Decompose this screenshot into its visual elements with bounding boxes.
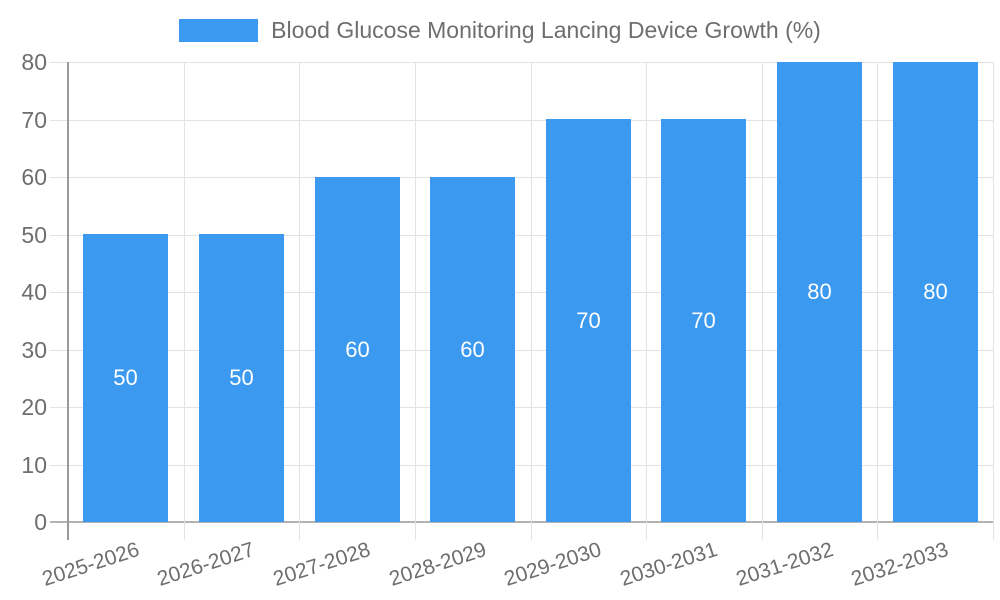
bar-value-label: 80 [923, 279, 948, 304]
chart-legend[interactable]: Blood Glucose Monitoring Lancing Device … [0, 17, 1000, 44]
y-axis-tick-label: 20 [21, 394, 47, 420]
h-gridline [50, 177, 993, 178]
h-gridline [50, 62, 993, 63]
bar-value-label: 70 [691, 308, 716, 333]
v-gridline [184, 62, 185, 540]
y-axis-tick-label: 0 [34, 509, 47, 535]
x-axis-baseline [50, 521, 993, 523]
h-gridline [50, 407, 993, 408]
h-gridline [50, 292, 993, 293]
v-gridline [993, 62, 994, 540]
h-gridline [50, 465, 993, 466]
h-gridline [50, 235, 993, 236]
bar-value-label: 80 [807, 279, 832, 304]
bar[interactable]: 50 [199, 234, 284, 522]
bar[interactable]: 80 [777, 62, 862, 522]
bar[interactable]: 80 [893, 62, 978, 522]
y-axis-tick-label: 40 [21, 279, 47, 305]
v-gridline [299, 62, 300, 540]
legend-label[interactable]: Blood Glucose Monitoring Lancing Device … [271, 17, 821, 43]
v-gridline [646, 62, 647, 540]
bar-value-label: 60 [345, 337, 370, 362]
bar[interactable]: 60 [315, 177, 400, 522]
v-gridline [531, 62, 532, 540]
bar[interactable]: 70 [661, 119, 746, 522]
y-axis-tick-label: 50 [21, 222, 47, 248]
y-axis-tick-label: 80 [21, 49, 47, 75]
v-gridline [415, 62, 416, 540]
bar[interactable]: 60 [430, 177, 515, 522]
y-axis-tick-label: 70 [21, 107, 47, 133]
bar-value-label: 50 [229, 365, 254, 390]
h-gridline [50, 120, 993, 121]
bar-value-label: 70 [576, 308, 601, 333]
h-gridline [50, 350, 993, 351]
y-axis-line [67, 62, 69, 540]
bar[interactable]: 70 [546, 119, 631, 522]
y-axis-tick-label: 30 [21, 337, 47, 363]
bar-value-label: 60 [460, 337, 485, 362]
legend-swatch[interactable] [179, 19, 259, 42]
v-gridline [762, 62, 763, 540]
v-gridline [877, 62, 878, 540]
bar[interactable]: 50 [83, 234, 168, 522]
bar-value-label: 50 [113, 365, 138, 390]
y-axis-tick-label: 10 [21, 452, 47, 478]
y-axis-tick-label: 60 [21, 164, 47, 190]
